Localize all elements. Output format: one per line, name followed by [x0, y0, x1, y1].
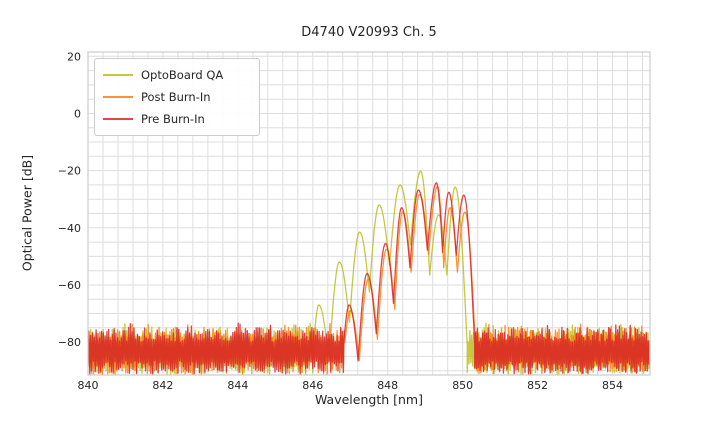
y-tick-label: 0: [74, 108, 81, 121]
legend-label: Pre Burn-In: [141, 112, 205, 126]
x-tick-label: 846: [302, 379, 323, 392]
x-tick-label: 854: [602, 379, 623, 392]
chart-title: D4740 V20993 Ch. 5: [301, 25, 437, 40]
y-tick-label: −60: [58, 279, 81, 292]
legend-label: OptoBoard QA: [141, 68, 224, 82]
legend-item: Pre Burn-In: [103, 108, 251, 130]
y-tick-label: −80: [58, 336, 81, 349]
x-tick-label: 842: [152, 379, 173, 392]
x-tick-label: 850: [452, 379, 473, 392]
x-tick-label: 840: [78, 379, 99, 392]
legend-line-swatch: [103, 118, 133, 120]
legend-item: OptoBoard QA: [103, 64, 251, 86]
legend-line-swatch: [103, 96, 133, 98]
y-tick-label: −20: [58, 165, 81, 178]
x-tick-labels: 840 842 844 846 848 850 852 854: [78, 379, 624, 392]
y-axis-label: Optical Power [dB]: [19, 154, 35, 272]
series-pre-burn-in: [88, 182, 650, 375]
x-tick-label: 848: [377, 379, 398, 392]
x-tick-label: 844: [227, 379, 248, 392]
y-tick-labels: 20 0 −20 −40 −60 −80: [58, 50, 81, 349]
y-tick-label: −40: [58, 222, 81, 235]
legend-item: Post Burn-In: [103, 86, 251, 108]
legend: OptoBoard QA Post Burn-In Pre Burn-In: [94, 58, 260, 136]
y-tick-label: 20: [67, 50, 81, 63]
series-group: [88, 170, 650, 375]
plot-border: [87, 51, 651, 376]
legend-line-swatch: [103, 74, 133, 76]
x-axis-label: Wavelength [nm]: [315, 392, 423, 407]
legend-label: Post Burn-In: [141, 90, 211, 104]
x-tick-label: 852: [527, 379, 548, 392]
